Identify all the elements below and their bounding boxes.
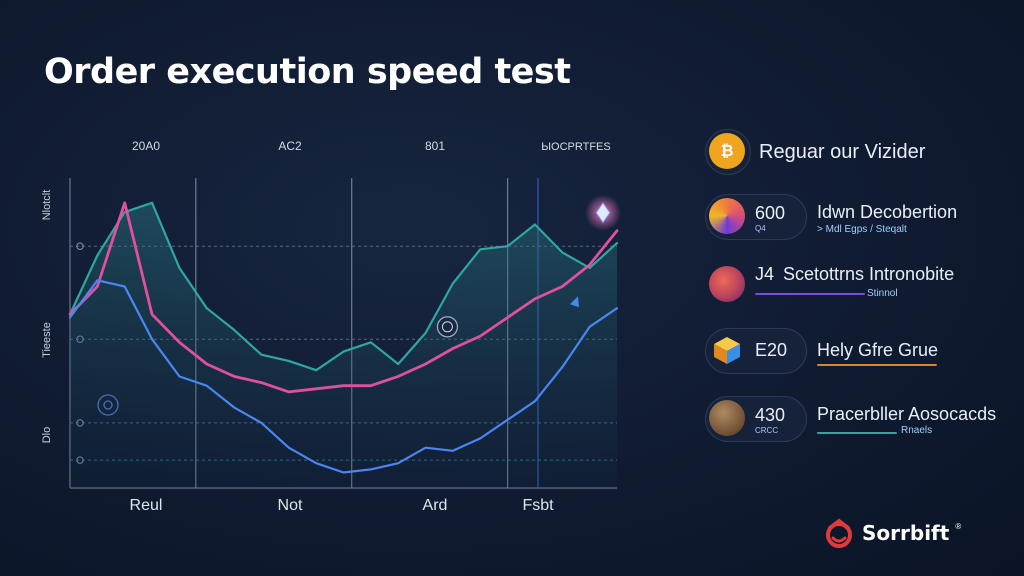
gridline-dot <box>76 242 84 250</box>
brand-logo: Sorrbift ® <box>822 518 961 548</box>
top-tick-label: 801 <box>425 139 445 153</box>
x-tick-label: Not <box>278 497 303 514</box>
item-caption: Stinnol <box>867 288 898 299</box>
item-caption: > Mdl Egps / Steqalt <box>817 224 907 235</box>
sidebar-item-1[interactable]: 600 Q4 Idwn Decobertion > Mdl Egps / Ste… <box>705 194 1005 240</box>
cube-shape <box>714 337 740 364</box>
sidebar-header-label: Reguar our Vizider <box>759 141 926 163</box>
arrow-head <box>570 296 579 308</box>
data-marker <box>436 316 459 338</box>
item-label: Idwn Decobertion <box>817 202 958 222</box>
item-underline <box>817 432 897 434</box>
sidebar-item-3[interactable]: E20 Hely Gfre Grue <box>705 328 1005 374</box>
series-line <box>68 201 619 372</box>
series-line <box>68 279 619 474</box>
bitcoin-icon: ₿ <box>709 133 745 169</box>
y-tick-label: Dlo <box>41 427 53 444</box>
item-sub: Q4 <box>755 224 766 233</box>
y-tick-label: Nlotclt <box>41 190 53 221</box>
item-underline <box>817 364 937 366</box>
data-marker-inner <box>441 321 453 333</box>
y-tick-label: Tieeste <box>41 322 53 358</box>
x-tick-label: Ard <box>423 497 448 514</box>
item-underline <box>755 293 865 295</box>
swirl-coin-icon <box>709 198 745 234</box>
item-label: Pracerbller Aosocacds <box>817 404 997 424</box>
item-label: Scetottrns Intronobite <box>783 264 955 284</box>
wood-coin-icon <box>709 400 745 436</box>
top-tick-label: AC2 <box>278 139 302 153</box>
brand-mark-icon <box>826 518 852 548</box>
top-tick-label: ЫOCPRTFES <box>541 141 610 153</box>
item-label: Hely Gfre Grue <box>817 340 939 360</box>
item-value: 600 <box>755 203 786 223</box>
sidebar-item-4[interactable]: 430 CRCC Pracerbller Aosocacds Rnaels <box>705 396 1005 442</box>
series-line <box>68 201 619 394</box>
cube-icon <box>709 332 745 368</box>
x-tick-label: Reul <box>130 497 163 514</box>
item-value: E20 <box>755 340 788 360</box>
target-icon-inner <box>103 400 113 410</box>
mosaic-coin-icon <box>709 266 745 302</box>
brand-name: Sorrbift <box>862 521 950 545</box>
target-icon <box>97 394 119 416</box>
top-tick-label: 20A0 <box>132 139 160 153</box>
item-value: J4 <box>755 264 775 284</box>
sidebar-header[interactable]: ₿ Reguar our Vizider <box>705 129 1005 175</box>
sidebar-item-2[interactable]: J4 Scetottrns Intronobite Stinnol <box>705 262 1005 308</box>
crystal-icon <box>595 201 611 224</box>
brand-registered: ® <box>955 522 962 531</box>
page-title: Order execution speed test <box>44 52 571 92</box>
item-caption: Rnaels <box>901 425 933 436</box>
item-value: 430 <box>755 405 786 425</box>
x-tick-label: Fsbt <box>522 497 554 514</box>
series-area <box>70 202 617 489</box>
item-sub: CRCC <box>755 426 779 435</box>
